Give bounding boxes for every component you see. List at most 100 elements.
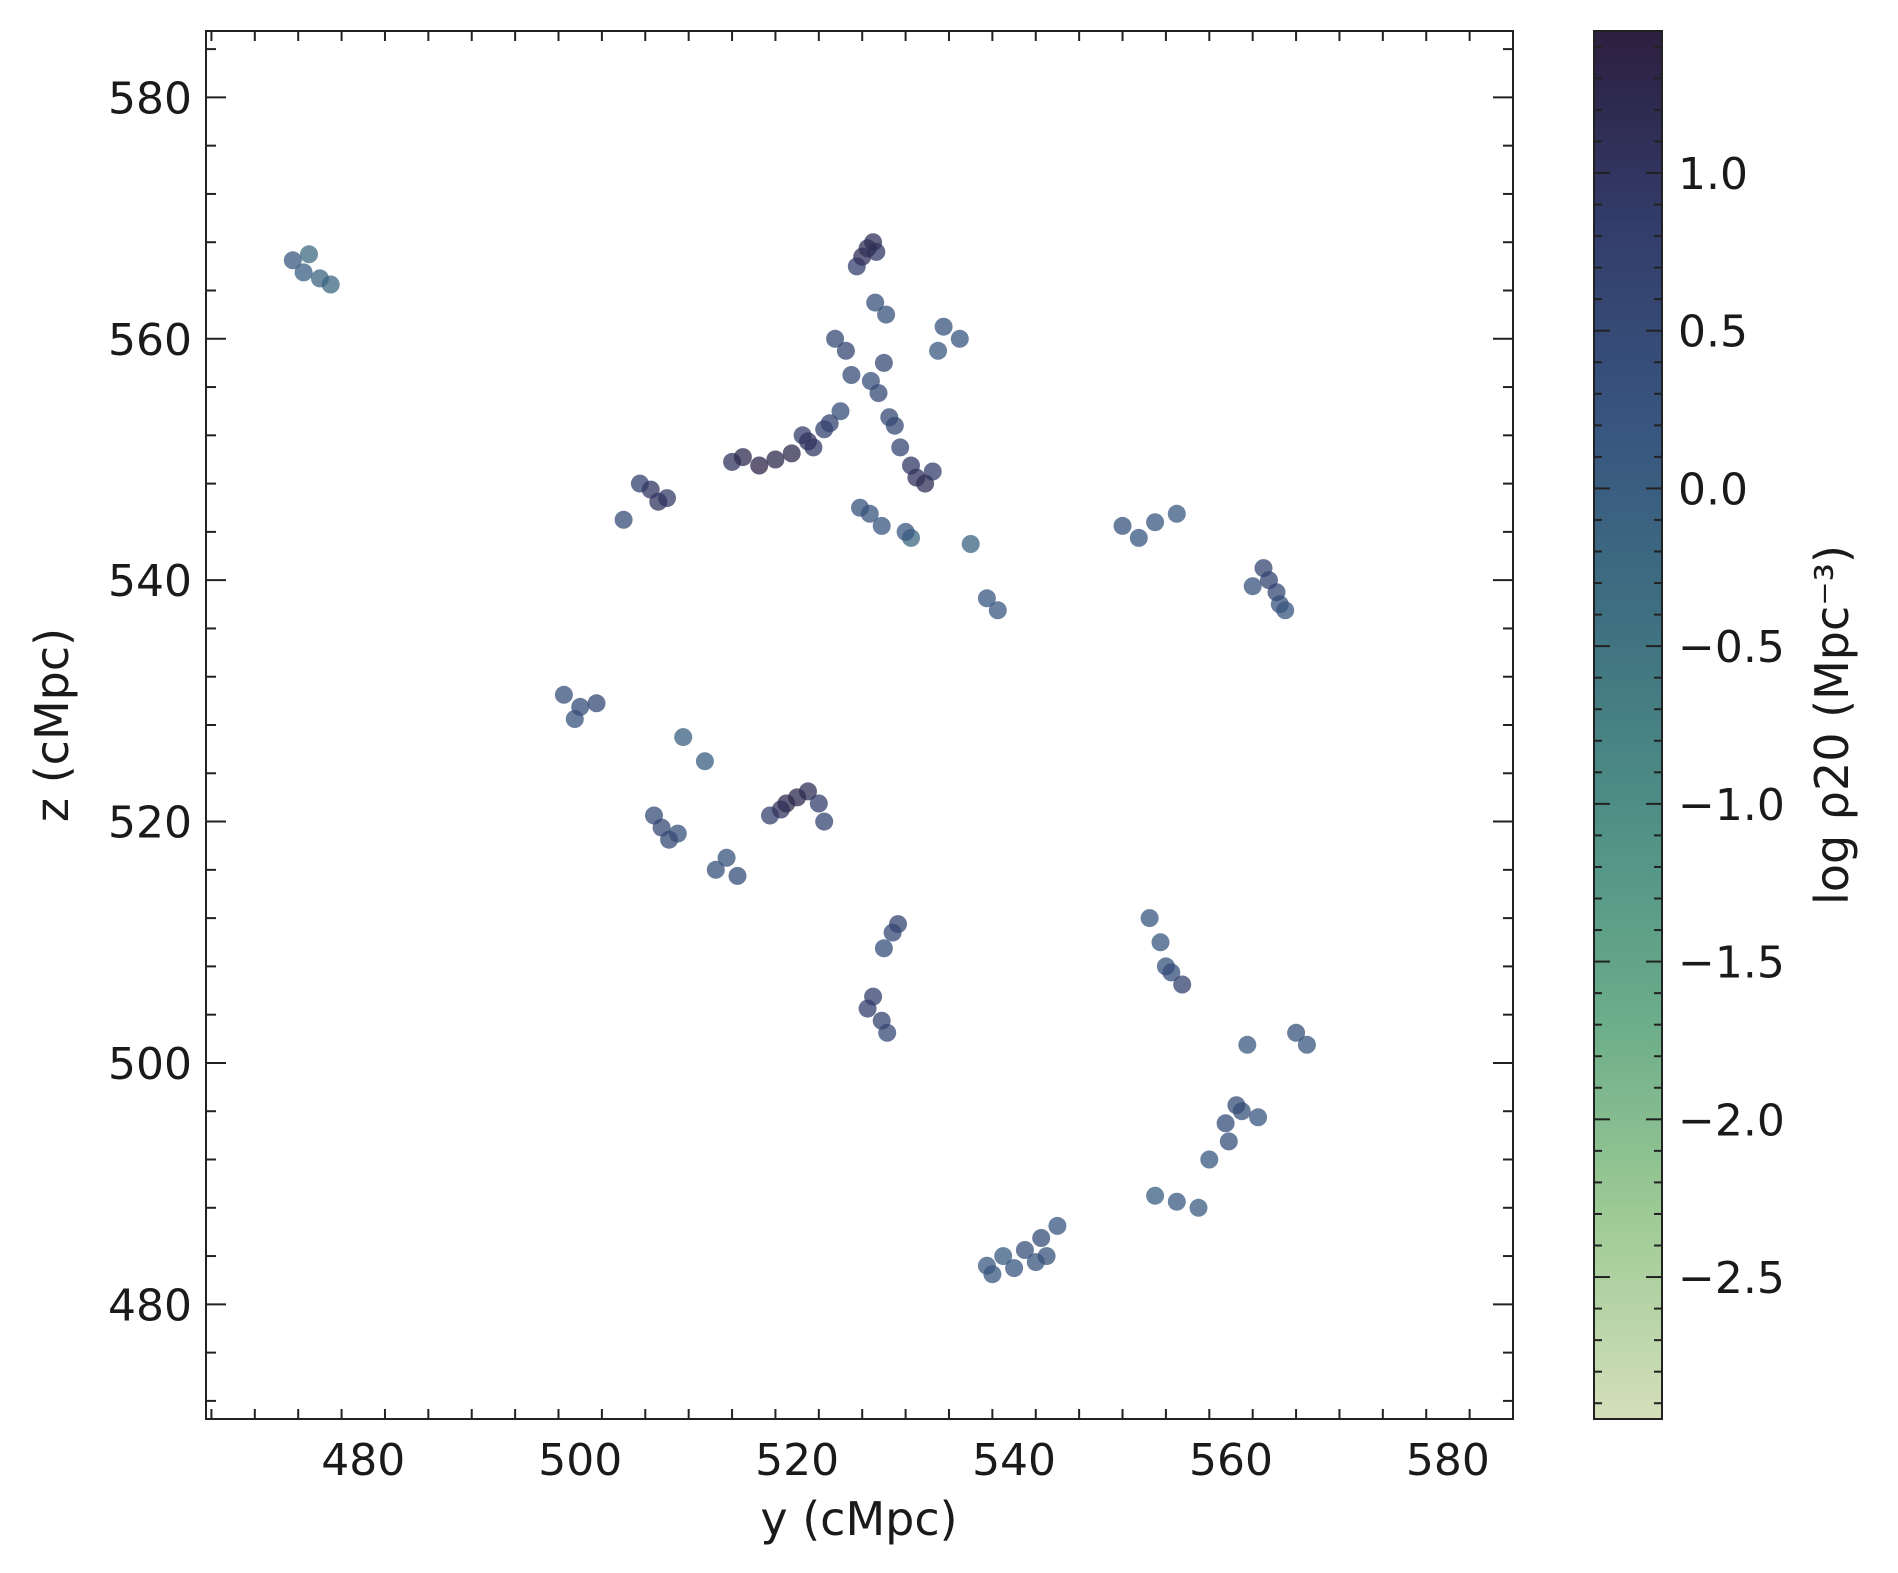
data-point [614, 510, 633, 529]
y-tick-label: 500 [108, 1039, 192, 1090]
data-point [1140, 909, 1159, 928]
data-point [300, 245, 318, 264]
scatter-points [283, 233, 1316, 1284]
data-point [750, 456, 769, 475]
colorbar-tick-label: −0.5 [1678, 622, 1785, 673]
data-point [782, 444, 801, 463]
data-point [1048, 1216, 1067, 1235]
x-axis-label: y (cMpc) [760, 1492, 957, 1546]
data-point [866, 293, 885, 312]
data-point [934, 317, 953, 336]
data-point [788, 788, 807, 807]
x-tick-label: 480 [321, 1435, 405, 1486]
x-tick-label: 540 [972, 1435, 1056, 1486]
data-point [695, 752, 714, 771]
data-point [836, 341, 855, 360]
colorbar-tick-label: 0.5 [1678, 307, 1748, 358]
data-point [649, 492, 668, 511]
data-point [889, 915, 907, 934]
data-point [891, 438, 910, 457]
data-point [842, 366, 861, 384]
data-point [1037, 1247, 1056, 1266]
y-tick-label: 560 [108, 315, 192, 366]
y-tick-label: 580 [108, 73, 192, 124]
data-point [1260, 571, 1278, 590]
data-point [872, 516, 891, 535]
x-tick-label: 500 [538, 1435, 622, 1486]
data-point [1146, 513, 1165, 532]
y-axis-label: z (cMpc) [25, 628, 79, 822]
data-point [717, 848, 736, 867]
data-point [1227, 1096, 1246, 1115]
data-point [1287, 1023, 1306, 1042]
colorbar-tick-label: −2.0 [1678, 1095, 1785, 1146]
data-point [766, 450, 785, 469]
colorbar [1593, 30, 1663, 1420]
x-tick-label: 580 [1406, 1435, 1490, 1486]
data-point [1113, 516, 1132, 535]
colorbar-tick-label: −1.5 [1678, 938, 1785, 989]
data-point [1151, 933, 1170, 952]
data-point [1167, 1192, 1186, 1211]
data-point [877, 305, 896, 324]
data-point [874, 939, 893, 958]
data-point [674, 728, 693, 747]
data-point [961, 535, 980, 553]
data-point [1200, 1150, 1219, 1169]
data-point [983, 1265, 1002, 1284]
data-point [815, 420, 834, 439]
data-point [872, 1011, 891, 1030]
data-point [858, 999, 877, 1018]
colorbar-tick-label: 0.0 [1678, 464, 1748, 515]
data-point [1032, 1229, 1051, 1247]
data-point [1167, 504, 1186, 523]
data-point [283, 251, 302, 270]
data-point [294, 263, 313, 282]
data-point [1005, 1259, 1024, 1278]
y-tick-label: 540 [108, 556, 192, 607]
data-point [1219, 1132, 1238, 1151]
data-point [571, 697, 590, 716]
data-point [1238, 1035, 1257, 1054]
colorbar-tick-label: −1.0 [1678, 780, 1785, 831]
data-point [733, 448, 752, 467]
x-tick-label: 560 [1189, 1435, 1273, 1486]
axis-ticks: 480 500 520 540 560 580 480 500 520 540 560 580 [108, 31, 1514, 1486]
data-point [728, 866, 747, 885]
data-point [706, 860, 725, 879]
data-point [310, 269, 329, 288]
data-point [1249, 1108, 1268, 1127]
data-point [880, 408, 899, 427]
data-point [1146, 1186, 1165, 1205]
data-point [652, 818, 671, 837]
data-point [826, 329, 845, 348]
data-point [916, 474, 935, 493]
data-point [994, 1247, 1013, 1266]
colorbar-ticks: −2.5 −2.0 −1.5 −1.0 −0.5 0.0 0.5 1.0 [1594, 45, 1785, 1405]
data-point [809, 794, 828, 813]
colorbar-label: log ρ20 (Mpc⁻³) [1805, 545, 1859, 905]
data-point [815, 812, 834, 831]
data-point [1243, 577, 1262, 596]
data-point [977, 589, 996, 608]
colorbar-tick-label: −2.5 [1678, 1253, 1785, 1304]
data-point [858, 239, 877, 258]
data-point [1129, 528, 1148, 547]
data-point [1297, 1035, 1316, 1054]
data-point [869, 384, 888, 403]
data-point [587, 694, 606, 713]
x-tick-label: 520 [755, 1435, 839, 1486]
data-point [896, 522, 915, 541]
data-point [988, 601, 1007, 620]
data-point [1162, 963, 1181, 982]
data-point [929, 341, 948, 360]
data-point [874, 353, 893, 372]
data-point [799, 432, 817, 451]
data-point [1015, 1241, 1034, 1259]
data-point [851, 498, 869, 517]
colorbar-tick-label: 1.0 [1678, 149, 1748, 200]
data-point [1216, 1114, 1235, 1133]
data-point [1173, 975, 1192, 994]
